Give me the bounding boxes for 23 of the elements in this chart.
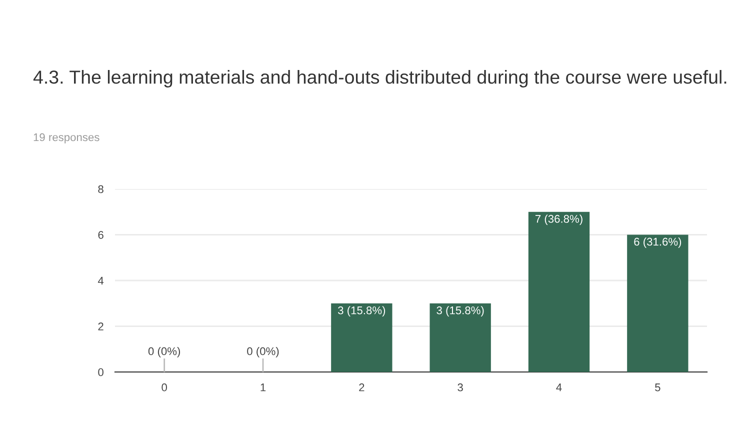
x-tick-label: 4 xyxy=(556,384,562,392)
bar xyxy=(331,303,392,372)
x-tick-label: 2 xyxy=(359,383,364,392)
x-tick-label: 5 xyxy=(655,384,660,392)
data-label: 0 (0%) xyxy=(148,347,180,358)
x-tick-label: 0 xyxy=(162,383,167,392)
y-tick-label: 6 xyxy=(98,231,104,239)
bar xyxy=(430,303,491,372)
bar xyxy=(627,234,688,372)
y-tick-label: 0 xyxy=(98,368,104,376)
bar xyxy=(528,212,590,372)
y-tick-label: 8 xyxy=(98,185,104,194)
data-label: 3 (15.8%) xyxy=(338,306,386,316)
data-label: 7 (36.8%) xyxy=(535,214,582,225)
data-label: 0 (0%) xyxy=(247,347,279,358)
y-tick-label: 2 xyxy=(98,322,104,330)
data-label: 6 (31.6%) xyxy=(634,237,682,248)
data-label: 3 (15.8%) xyxy=(436,306,484,316)
x-tick-label: 1 xyxy=(260,384,266,392)
x-tick-label: 3 xyxy=(458,383,463,392)
y-tick-label: 4 xyxy=(98,276,104,285)
chart-subtitle: 19 responses xyxy=(34,133,100,144)
chart-title: 4.3. The learning materials and hand-outs distributed during the course were useful. xyxy=(33,70,726,88)
